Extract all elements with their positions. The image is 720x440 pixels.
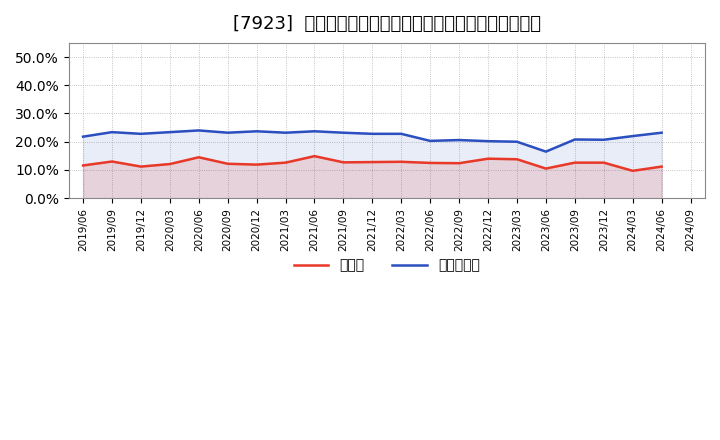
有利子負債 [137, 131, 145, 136]
有利子負債 [600, 137, 608, 143]
現預金 [166, 161, 174, 167]
現預金 [541, 166, 550, 171]
有利子負債 [339, 130, 348, 136]
有利子負債 [513, 139, 521, 144]
有利子負債 [223, 130, 232, 136]
有利子負債 [397, 131, 405, 136]
現預金 [339, 160, 348, 165]
現預金 [629, 168, 637, 173]
有利子負債 [541, 149, 550, 154]
現預金 [513, 157, 521, 162]
有利子負債 [194, 128, 203, 133]
Title: [7923]  現預金、有利子負債の総資産に対する比率の推移: [7923] 現預金、有利子負債の総資産に対する比率の推移 [233, 15, 541, 33]
現預金 [310, 154, 319, 159]
有利子負債 [629, 133, 637, 139]
現預金 [426, 160, 434, 165]
現預金 [252, 162, 261, 167]
有利子負債 [252, 128, 261, 134]
現預金 [223, 161, 232, 166]
有利子負債 [282, 130, 290, 136]
有利子負債 [426, 138, 434, 143]
現預金 [484, 156, 492, 161]
現預金 [108, 159, 117, 164]
現預金 [137, 164, 145, 169]
Line: 有利子負債: 有利子負債 [83, 130, 662, 152]
現預金 [657, 164, 666, 169]
Legend: 現預金, 有利子負債: 現預金, 有利子負債 [288, 253, 485, 278]
現預金 [194, 154, 203, 160]
有利子負債 [657, 130, 666, 136]
現預金 [282, 160, 290, 165]
現預金 [78, 163, 87, 168]
有利子負債 [310, 128, 319, 134]
有利子負債 [484, 139, 492, 144]
現預金 [368, 159, 377, 165]
現預金 [570, 160, 579, 165]
Line: 現預金: 現預金 [83, 156, 662, 171]
現預金 [455, 161, 464, 166]
有利子負債 [78, 134, 87, 139]
有利子負債 [455, 137, 464, 143]
有利子負債 [166, 129, 174, 135]
現預金 [397, 159, 405, 165]
有利子負債 [570, 137, 579, 142]
有利子負債 [368, 131, 377, 136]
有利子負債 [108, 129, 117, 135]
現預金 [600, 160, 608, 165]
